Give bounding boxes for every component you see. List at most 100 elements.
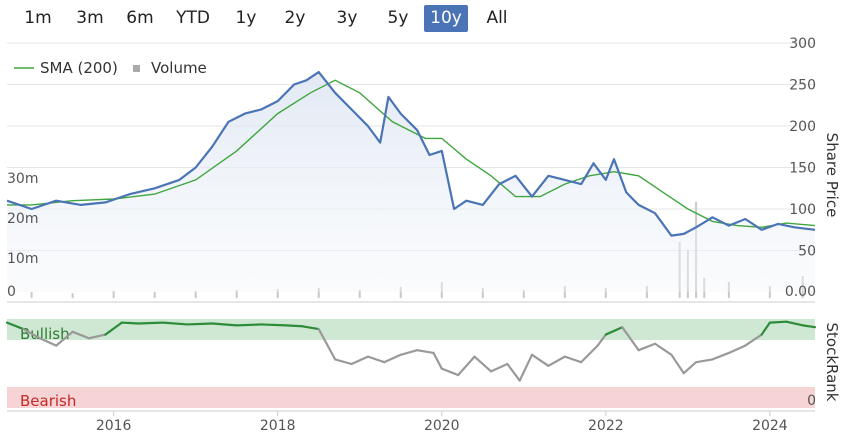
stockrank-segment — [711, 351, 730, 361]
stockrank-segment — [637, 342, 657, 352]
stockrank-segment — [768, 320, 788, 324]
stockrank-segment — [301, 325, 320, 331]
price-line — [6, 71, 816, 237]
stockrank-segment — [416, 349, 435, 355]
range-button-5y[interactable]: 5y — [387, 8, 409, 28]
price-tick-label: 150 — [789, 161, 816, 177]
volume-bar — [71, 293, 74, 298]
volume-bar — [481, 288, 484, 298]
stockrank-segment — [506, 362, 521, 382]
stockrank-segment — [580, 344, 599, 364]
stockrank-segment — [457, 355, 476, 377]
price-tick-label: 100 — [789, 202, 816, 218]
range-button-1y[interactable]: 1y — [235, 8, 257, 28]
volume-tick-label: 10m — [7, 251, 38, 267]
volume-tick-label: 0 — [7, 284, 16, 300]
stockrank-segment — [785, 320, 804, 327]
price-area — [7, 72, 815, 292]
range-button-3y[interactable]: 3y — [336, 8, 358, 28]
range-selector: 1m 3m 6m YTD 1y 2y 3y 5y 10y All — [0, 0, 857, 36]
stockrank-segment — [727, 344, 747, 355]
stockrank-segment — [489, 362, 509, 373]
price-axis-title: Share Price — [823, 133, 841, 218]
sma-line — [7, 79, 816, 229]
stockrank-segment — [604, 326, 624, 336]
stockrank-axis-title: StockRank — [823, 323, 841, 402]
stockrank-segment — [87, 333, 107, 340]
bearish-label: Bearish — [20, 392, 76, 410]
bullish-label: Bullish — [20, 325, 70, 343]
stockrank-segment — [260, 323, 288, 327]
stockrank-segment — [621, 326, 640, 352]
price-tick-label: 300 — [789, 36, 816, 52]
stockrank-segment — [22, 327, 41, 340]
stockrank-segment — [38, 337, 58, 347]
legend-volume-swatch — [133, 65, 140, 72]
stockrank-segment — [473, 355, 493, 373]
volume-bar — [317, 288, 320, 298]
stockrank-segment — [186, 322, 214, 326]
stockrank-segment — [104, 321, 123, 336]
stockrank-segment — [317, 327, 337, 361]
stockrank-segment — [137, 321, 164, 325]
stockrank-segment — [694, 358, 714, 364]
stockrank-segment — [5, 321, 25, 331]
volume-bar — [235, 290, 238, 298]
range-button-1m[interactable]: 1m — [24, 8, 52, 28]
stockrank-segment — [334, 358, 353, 366]
x-tick-label: 2016 — [96, 418, 132, 434]
stockrank-segment — [518, 353, 534, 382]
axes: 300 250 200 150 100 50 30m 20m 10m 0 0.00 2016 2018 2… — [7, 36, 816, 434]
legend: SMA (200) Volume — [14, 59, 207, 77]
volume-bar — [153, 292, 156, 298]
volume-tick-label: 20m — [7, 211, 38, 227]
stockrank-segment — [682, 361, 698, 375]
legend-sma-label[interactable]: SMA (200) — [40, 59, 118, 77]
volume-bar — [604, 288, 607, 298]
legend-volume-label[interactable]: Volume — [151, 59, 207, 77]
stockrank-segment — [547, 355, 566, 367]
stockrank-segment — [653, 342, 673, 356]
price-tick-label: 200 — [789, 119, 816, 135]
stockrank-segment — [71, 330, 91, 340]
stockrank-segment — [801, 324, 817, 329]
stockrank-segment — [161, 321, 189, 326]
volume-bar — [358, 290, 361, 298]
stockrank-segment — [563, 355, 583, 364]
stockrank-segment — [432, 351, 443, 370]
stockrank-segment — [55, 330, 74, 347]
stockrank-segment — [440, 367, 460, 377]
range-button-3m[interactable]: 3m — [76, 8, 104, 28]
range-button-6m[interactable]: 6m — [126, 8, 154, 28]
price-plot — [6, 71, 816, 292]
stockrank-segment — [235, 323, 263, 327]
stockrank-segment — [366, 355, 386, 364]
volume-bar — [112, 290, 115, 298]
stockrank-segment — [530, 353, 550, 367]
volume-bar — [399, 286, 402, 298]
stockrank-plot: Bullish Bearish 0 — [5, 319, 817, 410]
x-tick-label: 2018 — [260, 418, 296, 434]
x-tick-label: 2024 — [752, 418, 788, 434]
x-tick-label: 2022 — [588, 418, 624, 434]
volume-right-tick: 0.00 — [785, 284, 816, 300]
stockrank-segment — [670, 353, 685, 375]
stockrank-segment — [383, 353, 402, 364]
volume-bar — [522, 290, 525, 298]
price-tick-label: 50 — [798, 244, 816, 260]
volume-bar — [276, 289, 279, 298]
stockrank-segment — [760, 321, 771, 336]
volume-bar — [30, 292, 33, 298]
range-button-ytd[interactable]: YTD — [176, 8, 210, 28]
stockrank-zero-tick: 0 — [807, 393, 816, 409]
x-tick-label: 2020 — [424, 418, 460, 434]
volume-tick-label: 30m — [7, 171, 38, 187]
range-button-10y[interactable]: 10y — [424, 5, 468, 32]
range-button-2y[interactable]: 2y — [284, 8, 306, 28]
stockrank-segment — [596, 333, 607, 347]
bearish-band — [7, 387, 815, 408]
range-button-all[interactable]: All — [486, 8, 508, 28]
stockrank-segment — [399, 349, 419, 356]
stockrank-segment — [350, 355, 370, 366]
